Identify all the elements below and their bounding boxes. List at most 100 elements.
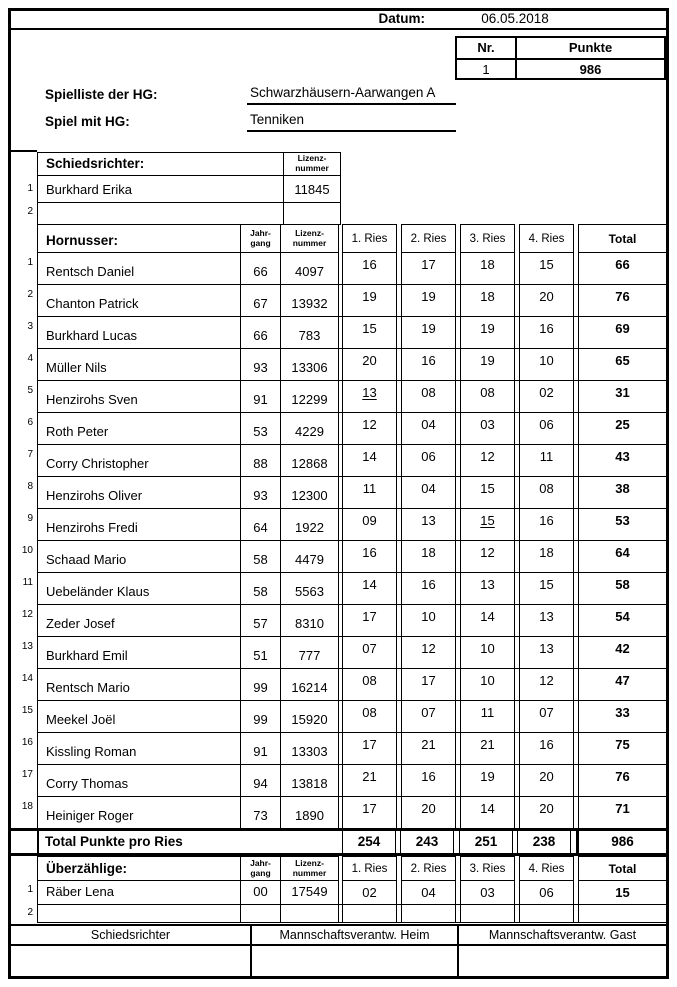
table-row: Rentsch Daniel 66 4097 16 17 18 15 66: [37, 252, 667, 285]
column-gap: [455, 284, 461, 317]
row-total-cell: 43: [578, 444, 667, 477]
row-total-cell: 66: [578, 252, 667, 285]
spiel-mit-label: Spiel mit HG:: [45, 114, 130, 129]
ries-score-cell: 19: [460, 764, 515, 797]
row-total-cell: 25: [578, 412, 667, 445]
ries-score-value: 19: [480, 769, 495, 784]
ries-score-value: 15: [362, 321, 377, 336]
column-gap: [396, 316, 402, 349]
table-row: Corry Christopher 88 12868 14 06 12 11 43: [37, 444, 667, 477]
column-gap: [514, 732, 520, 765]
ries-score-value: 10: [421, 609, 436, 624]
ries-score-cell: 16: [401, 764, 456, 797]
ries-score-cell: 07: [342, 636, 397, 669]
ries-score-value: 04: [421, 885, 436, 900]
ries-score-cell: 20: [342, 348, 397, 381]
column-gap: [573, 732, 579, 765]
column-gap: [573, 572, 579, 605]
ries-score-value: 10: [480, 673, 495, 688]
row-number: 6: [27, 417, 33, 428]
ries-score-value: 19: [480, 353, 495, 368]
row-number: 4: [27, 353, 33, 364]
ries-score-cell: 12: [342, 412, 397, 445]
jahrgang-header: Jahr- gang: [240, 224, 281, 253]
column-gap: [514, 764, 520, 797]
ries-2-total: 243: [400, 831, 454, 853]
ries-3-total: 251: [459, 831, 513, 853]
lizenz-cell: 777: [280, 636, 339, 669]
ries-score-cell: 10: [460, 636, 515, 669]
ries-score-value: 06: [539, 417, 554, 432]
punkte-value: 986: [579, 62, 602, 77]
referee-license-header: Lizenz- nummer: [283, 152, 341, 176]
nr-punkte-box: Nr. Punkte 1 986: [455, 36, 666, 80]
ries-score-cell: 20: [401, 796, 456, 829]
column-gap: [338, 604, 343, 637]
column-gap: [573, 252, 579, 285]
total-header: Total: [578, 856, 667, 881]
player-name-cell: Meekel Joël: [37, 700, 241, 733]
column-gap: [338, 252, 343, 285]
ries-score-cell: 11: [460, 700, 515, 733]
column-gap: [514, 572, 520, 605]
column-gap: [573, 444, 579, 477]
ries-score-cell: 04: [401, 476, 456, 509]
jahrgang-cell: 93: [240, 348, 281, 381]
ries-score-cell: 13: [460, 572, 515, 605]
lizenz-cell: 17549: [280, 880, 339, 905]
lizenz-cell: 12300: [280, 476, 339, 509]
ries-score-value: 12: [480, 545, 495, 560]
ries-score-cell: 14: [460, 604, 515, 637]
row-total-cell: 65: [578, 348, 667, 381]
spiel-mit-underline: [247, 130, 456, 132]
row-total-cell: 33: [578, 700, 667, 733]
ries-score-cell: 21: [460, 732, 515, 765]
ries-score-value: 21: [480, 737, 495, 752]
player-name-cell: Corry Christopher: [37, 444, 241, 477]
referees-table: Schiedsrichter: Lizenz- nummer Burkhard …: [37, 152, 341, 225]
grand-total: 986: [576, 831, 666, 853]
ries-score-value: 17: [421, 257, 436, 272]
ries-score-cell: 10: [460, 668, 515, 701]
lizenz-cell: 13818: [280, 764, 339, 797]
column-gap: [396, 508, 402, 541]
ries-score-value: 18: [421, 545, 436, 560]
row-total-cell: 54: [578, 604, 667, 637]
ries-4-header: 4. Ries: [519, 224, 574, 253]
row-number: 13: [21, 641, 33, 652]
column-gap: [455, 764, 461, 797]
ries-score-value: 07: [539, 705, 554, 720]
ries-score-value: 13: [539, 641, 554, 656]
grid-line: [37, 831, 39, 853]
column-gap: [338, 572, 343, 605]
lizenz-header: Lizenz- nummer: [280, 224, 339, 253]
ries-score-cell: 19: [401, 316, 456, 349]
column-gap: [514, 476, 520, 509]
ries-score-value: 20: [539, 289, 554, 304]
ries-score-cell: 13: [342, 380, 397, 413]
ries-score-value: 11: [539, 449, 554, 464]
lizenz-cell: 15920: [280, 700, 339, 733]
row-number: 12: [21, 609, 33, 620]
spielliste-value: Schwarzhäusern-Aarwangen A: [250, 85, 436, 100]
total-header: Total: [578, 224, 667, 253]
row-total-cell: 42: [578, 636, 667, 669]
ries-score-cell: 18: [401, 540, 456, 573]
ries-score-value: 15: [539, 577, 554, 592]
ries-score-cell: 14: [342, 444, 397, 477]
player-name-cell: Uebeländer Klaus: [37, 572, 241, 605]
spielliste-label: Spielliste der HG:: [45, 87, 158, 102]
player-name-cell: Zeder Josef: [37, 604, 241, 637]
table-row: Henzirohs Sven 91 12299 13 08 08 02 31: [37, 380, 667, 413]
ries-score-value: 19: [421, 289, 436, 304]
column-gap: [573, 700, 579, 733]
jahrgang-cell: 51: [240, 636, 281, 669]
column-gap: [455, 508, 461, 541]
total-row-label: Total Punkte pro Ries: [45, 834, 183, 849]
ries-score-cell: 07: [401, 700, 456, 733]
ries-score-cell: 07: [519, 700, 574, 733]
column-gap: [396, 444, 402, 477]
player-name-cell: Rentsch Daniel: [37, 252, 241, 285]
ries-score-value: 18: [480, 257, 495, 272]
column-gap: [514, 412, 520, 445]
